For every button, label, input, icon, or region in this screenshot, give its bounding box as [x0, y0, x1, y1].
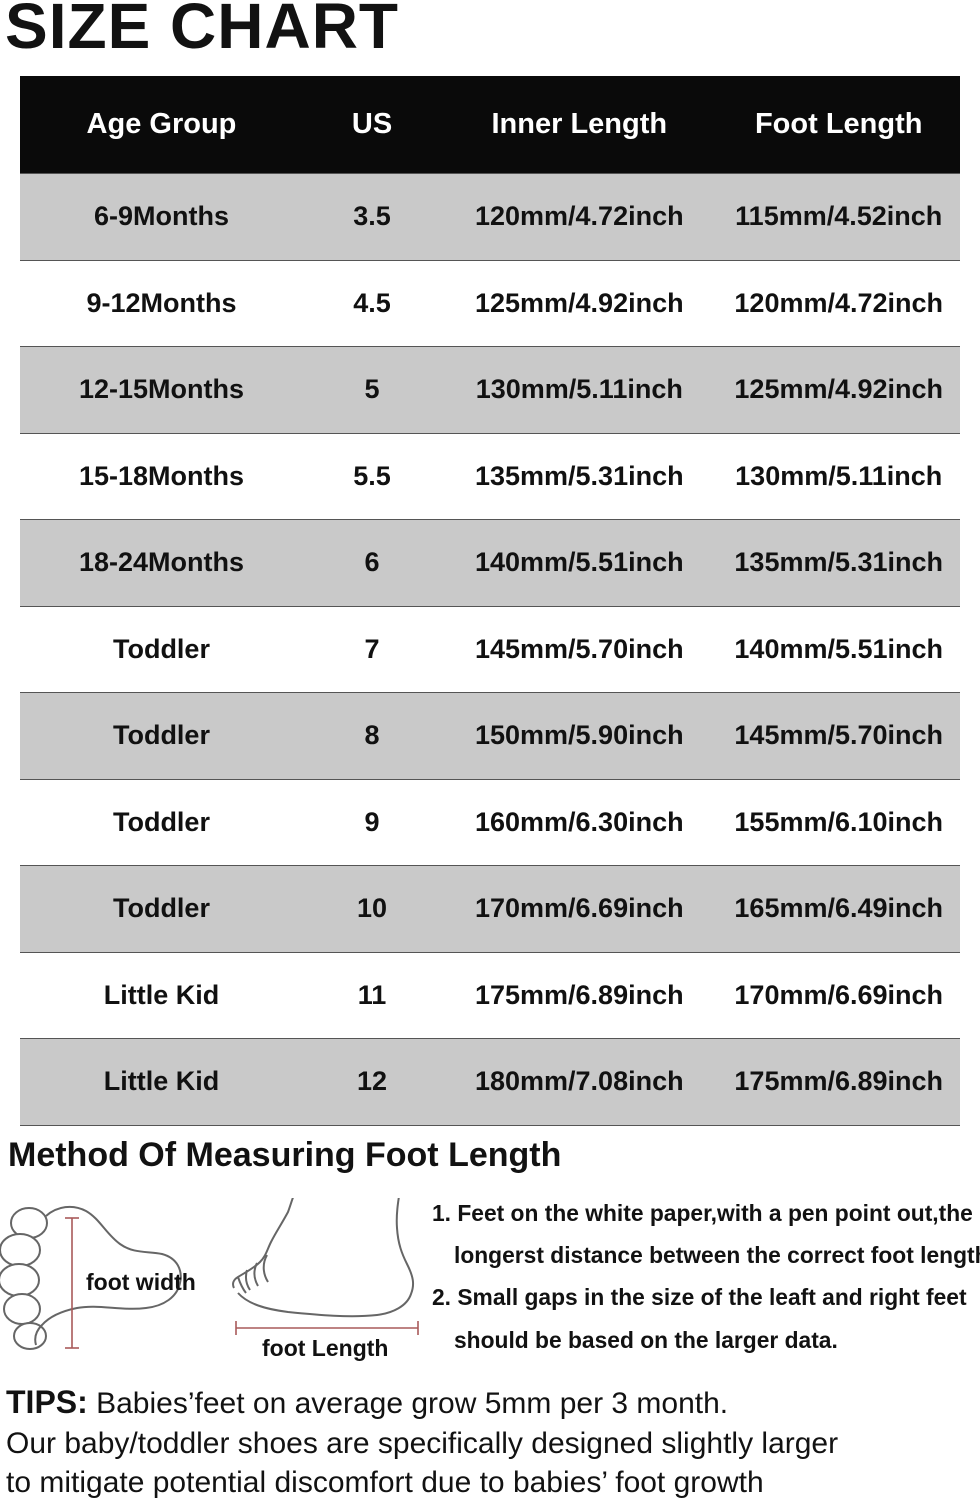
svg-text:foot width: foot width [86, 1269, 196, 1295]
svg-text:foot Length: foot Length [262, 1335, 388, 1361]
